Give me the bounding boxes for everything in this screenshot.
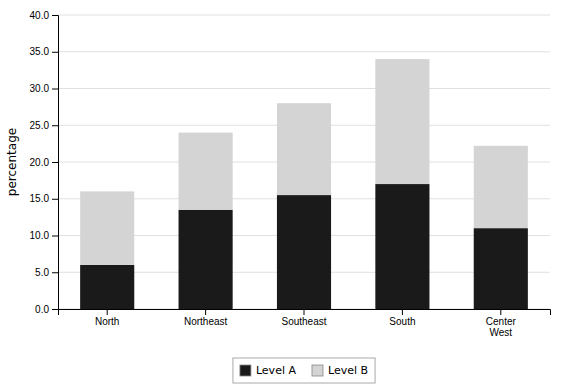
bar: [375, 184, 429, 309]
legend: Level A Level B: [233, 358, 375, 383]
chart: 0.05.010.015.020.025.030.035.040.0NorthN…: [0, 0, 565, 389]
tick: South: [389, 309, 415, 327]
tick-label: 25.0: [30, 120, 50, 131]
tick-label-line: Southeast: [281, 316, 326, 327]
axis-title: percentage: [5, 128, 19, 196]
tick: 10.0: [30, 230, 58, 241]
tick: 40.0: [30, 10, 58, 21]
tick: North: [95, 309, 119, 327]
tick: 30.0: [30, 83, 58, 94]
tick: 35.0: [30, 46, 58, 57]
legend-swatch: [312, 365, 323, 376]
tick-mark: [52, 52, 58, 53]
tick: 5.0: [35, 267, 58, 278]
tick-mark: [52, 15, 58, 16]
tick-label: 30.0: [30, 83, 50, 94]
tick-mark: [500, 309, 501, 315]
axis-line: [59, 310, 551, 316]
legend-label: Level A: [256, 364, 297, 377]
legend-label: Level B: [328, 364, 368, 377]
tick: 15.0: [30, 193, 58, 204]
tick-label-line: Center: [486, 316, 517, 327]
tick-label: 35.0: [30, 46, 50, 57]
tick-label-line: West: [489, 327, 512, 338]
grid: [58, 15, 550, 309]
bar: [179, 133, 233, 210]
tick: 25.0: [30, 120, 58, 131]
axis-line: [52, 16, 59, 310]
bar: [80, 191, 134, 265]
tick-label: 40.0: [30, 10, 50, 21]
bar: [474, 146, 528, 228]
tick-mark: [52, 199, 58, 200]
tick-mark: [304, 309, 305, 315]
series: [80, 184, 528, 309]
tick-label-line: South: [389, 316, 415, 327]
tick-mark: [205, 309, 206, 315]
tick-mark: [52, 125, 58, 126]
tick-label: 20.0: [30, 157, 50, 168]
tick-label: 0.0: [35, 304, 49, 315]
bar: [375, 59, 429, 184]
tick: Northeast: [184, 309, 228, 327]
grid-line: [58, 51, 550, 52]
tick-label-line: North: [95, 316, 119, 327]
tick-label-line: Northeast: [184, 316, 228, 327]
tick-mark: [52, 236, 58, 237]
tick-mark: [52, 272, 58, 273]
tick-label: North: [95, 316, 119, 327]
tick: 0.0: [35, 304, 58, 315]
grid-line: [58, 88, 550, 89]
tick-label: South: [389, 316, 415, 327]
tick: Southeast: [281, 309, 326, 327]
tick-mark: [52, 309, 58, 310]
x-axis: North Northeast Southeast South CenterWest: [59, 309, 551, 338]
tick-label: Southeast: [281, 316, 326, 327]
tick-label: 15.0: [30, 193, 50, 204]
tick-label: 5.0: [35, 267, 49, 278]
legend-frame: [233, 358, 375, 383]
tick-mark: [402, 309, 403, 315]
bar: [277, 103, 331, 195]
tick-label: CenterWest: [486, 316, 517, 338]
tick-label: 10.0: [30, 230, 50, 241]
grid-line: [58, 15, 550, 16]
y-axis: 0.0 5.0 10.0 15.0 20.0 25.0 30.0 35.0 40.0: [30, 10, 59, 315]
tick: 20.0: [30, 157, 58, 168]
legend-swatch: [240, 365, 251, 376]
tick-mark: [52, 89, 58, 90]
bar: [474, 228, 528, 309]
bars: [80, 59, 528, 309]
bar: [179, 210, 233, 309]
tick: CenterWest: [486, 309, 517, 338]
series: [80, 59, 528, 265]
bar: [80, 265, 134, 309]
tick-mark: [107, 309, 108, 315]
bar: [277, 195, 331, 309]
tick-label: Northeast: [184, 316, 228, 327]
tick-mark: [52, 162, 58, 163]
